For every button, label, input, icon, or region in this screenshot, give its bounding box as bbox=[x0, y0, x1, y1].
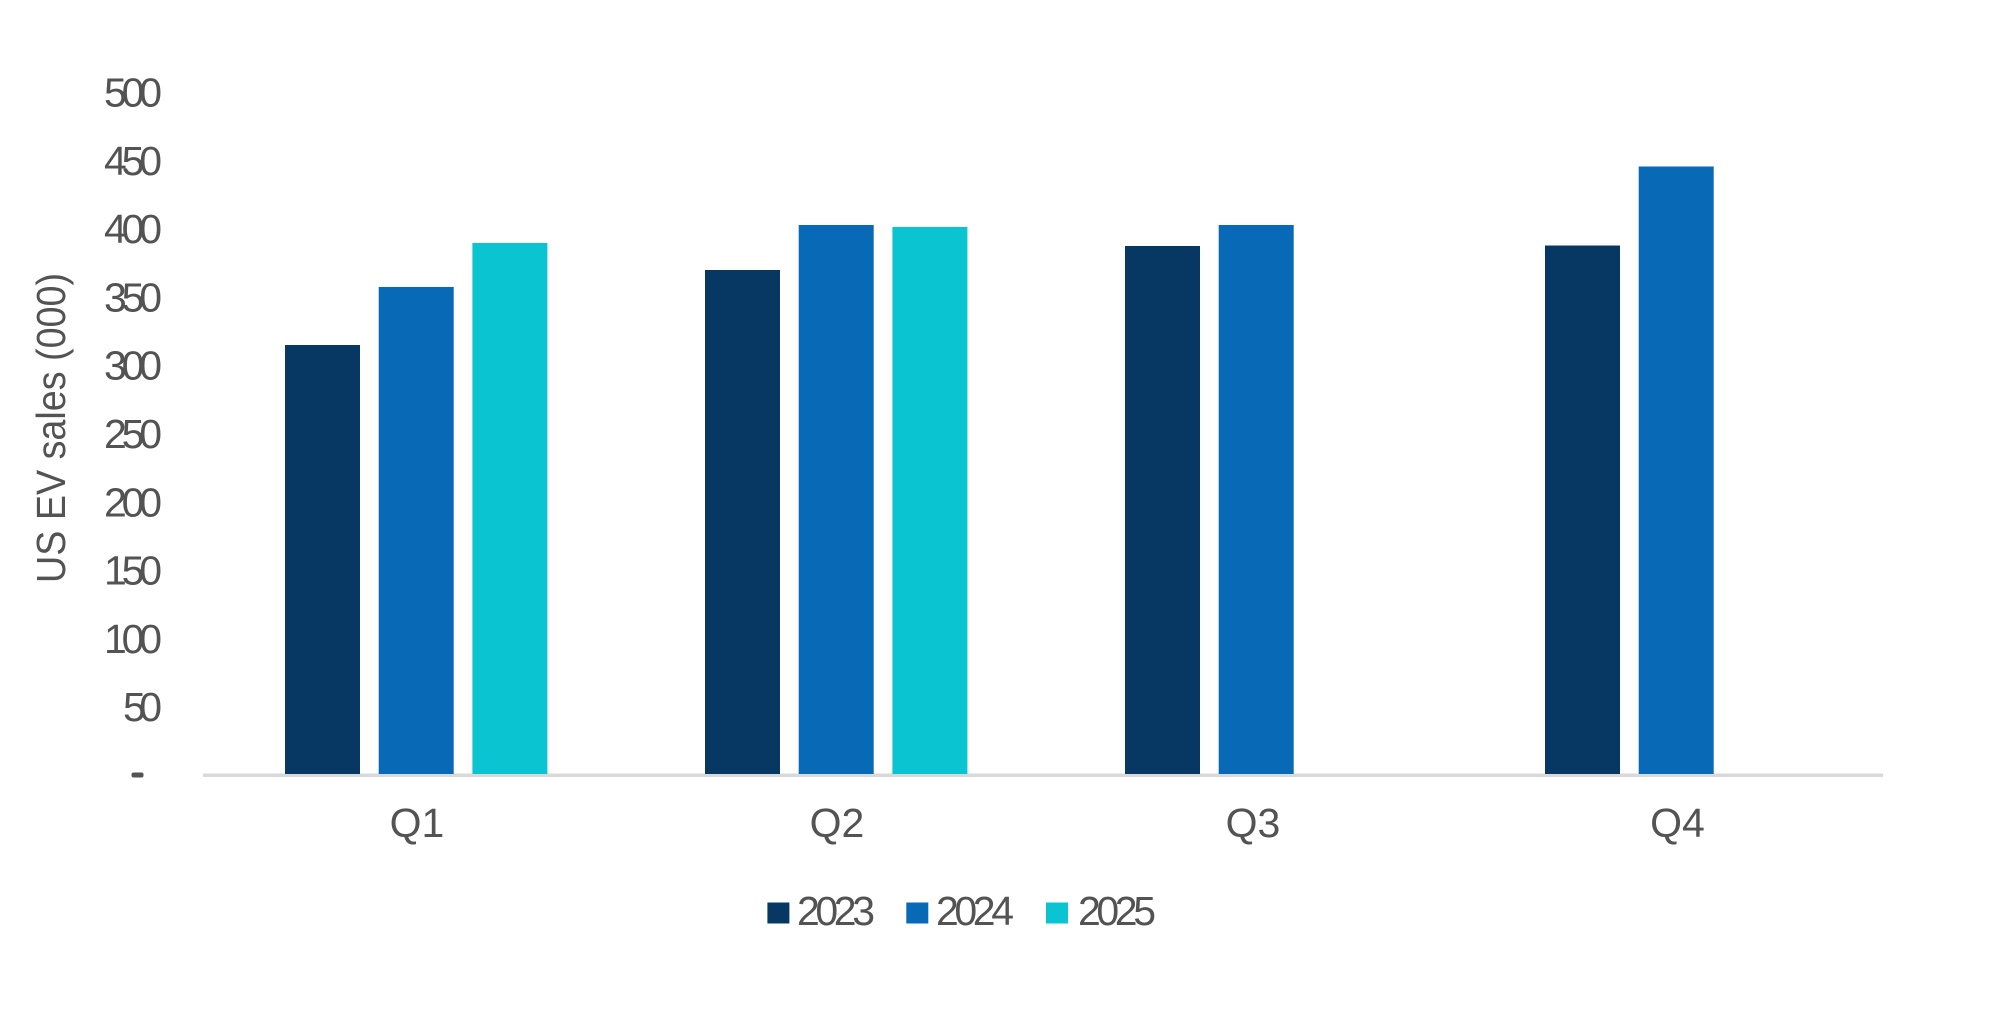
svg-text:400: 400 bbox=[104, 206, 162, 252]
svg-text:200: 200 bbox=[104, 479, 162, 525]
svg-text:2023: 2023 bbox=[797, 888, 875, 934]
svg-text:US EV sales (000): US EV sales (000) bbox=[28, 273, 74, 583]
svg-text:2024: 2024 bbox=[936, 888, 1014, 934]
svg-text:350: 350 bbox=[104, 274, 162, 320]
svg-text:Q2: Q2 bbox=[810, 800, 865, 846]
svg-text:Q1: Q1 bbox=[390, 800, 445, 846]
svg-text:Q4: Q4 bbox=[1650, 800, 1705, 846]
svg-text:Q3: Q3 bbox=[1226, 800, 1281, 846]
svg-text:2025: 2025 bbox=[1078, 888, 1156, 934]
svg-text:150: 150 bbox=[104, 548, 162, 594]
svg-text:300: 300 bbox=[104, 343, 162, 389]
svg-text:450: 450 bbox=[104, 138, 162, 184]
svg-text:50: 50 bbox=[123, 684, 162, 730]
svg-text:250: 250 bbox=[104, 411, 162, 457]
svg-text:100: 100 bbox=[104, 616, 162, 662]
svg-text:500: 500 bbox=[104, 70, 162, 116]
